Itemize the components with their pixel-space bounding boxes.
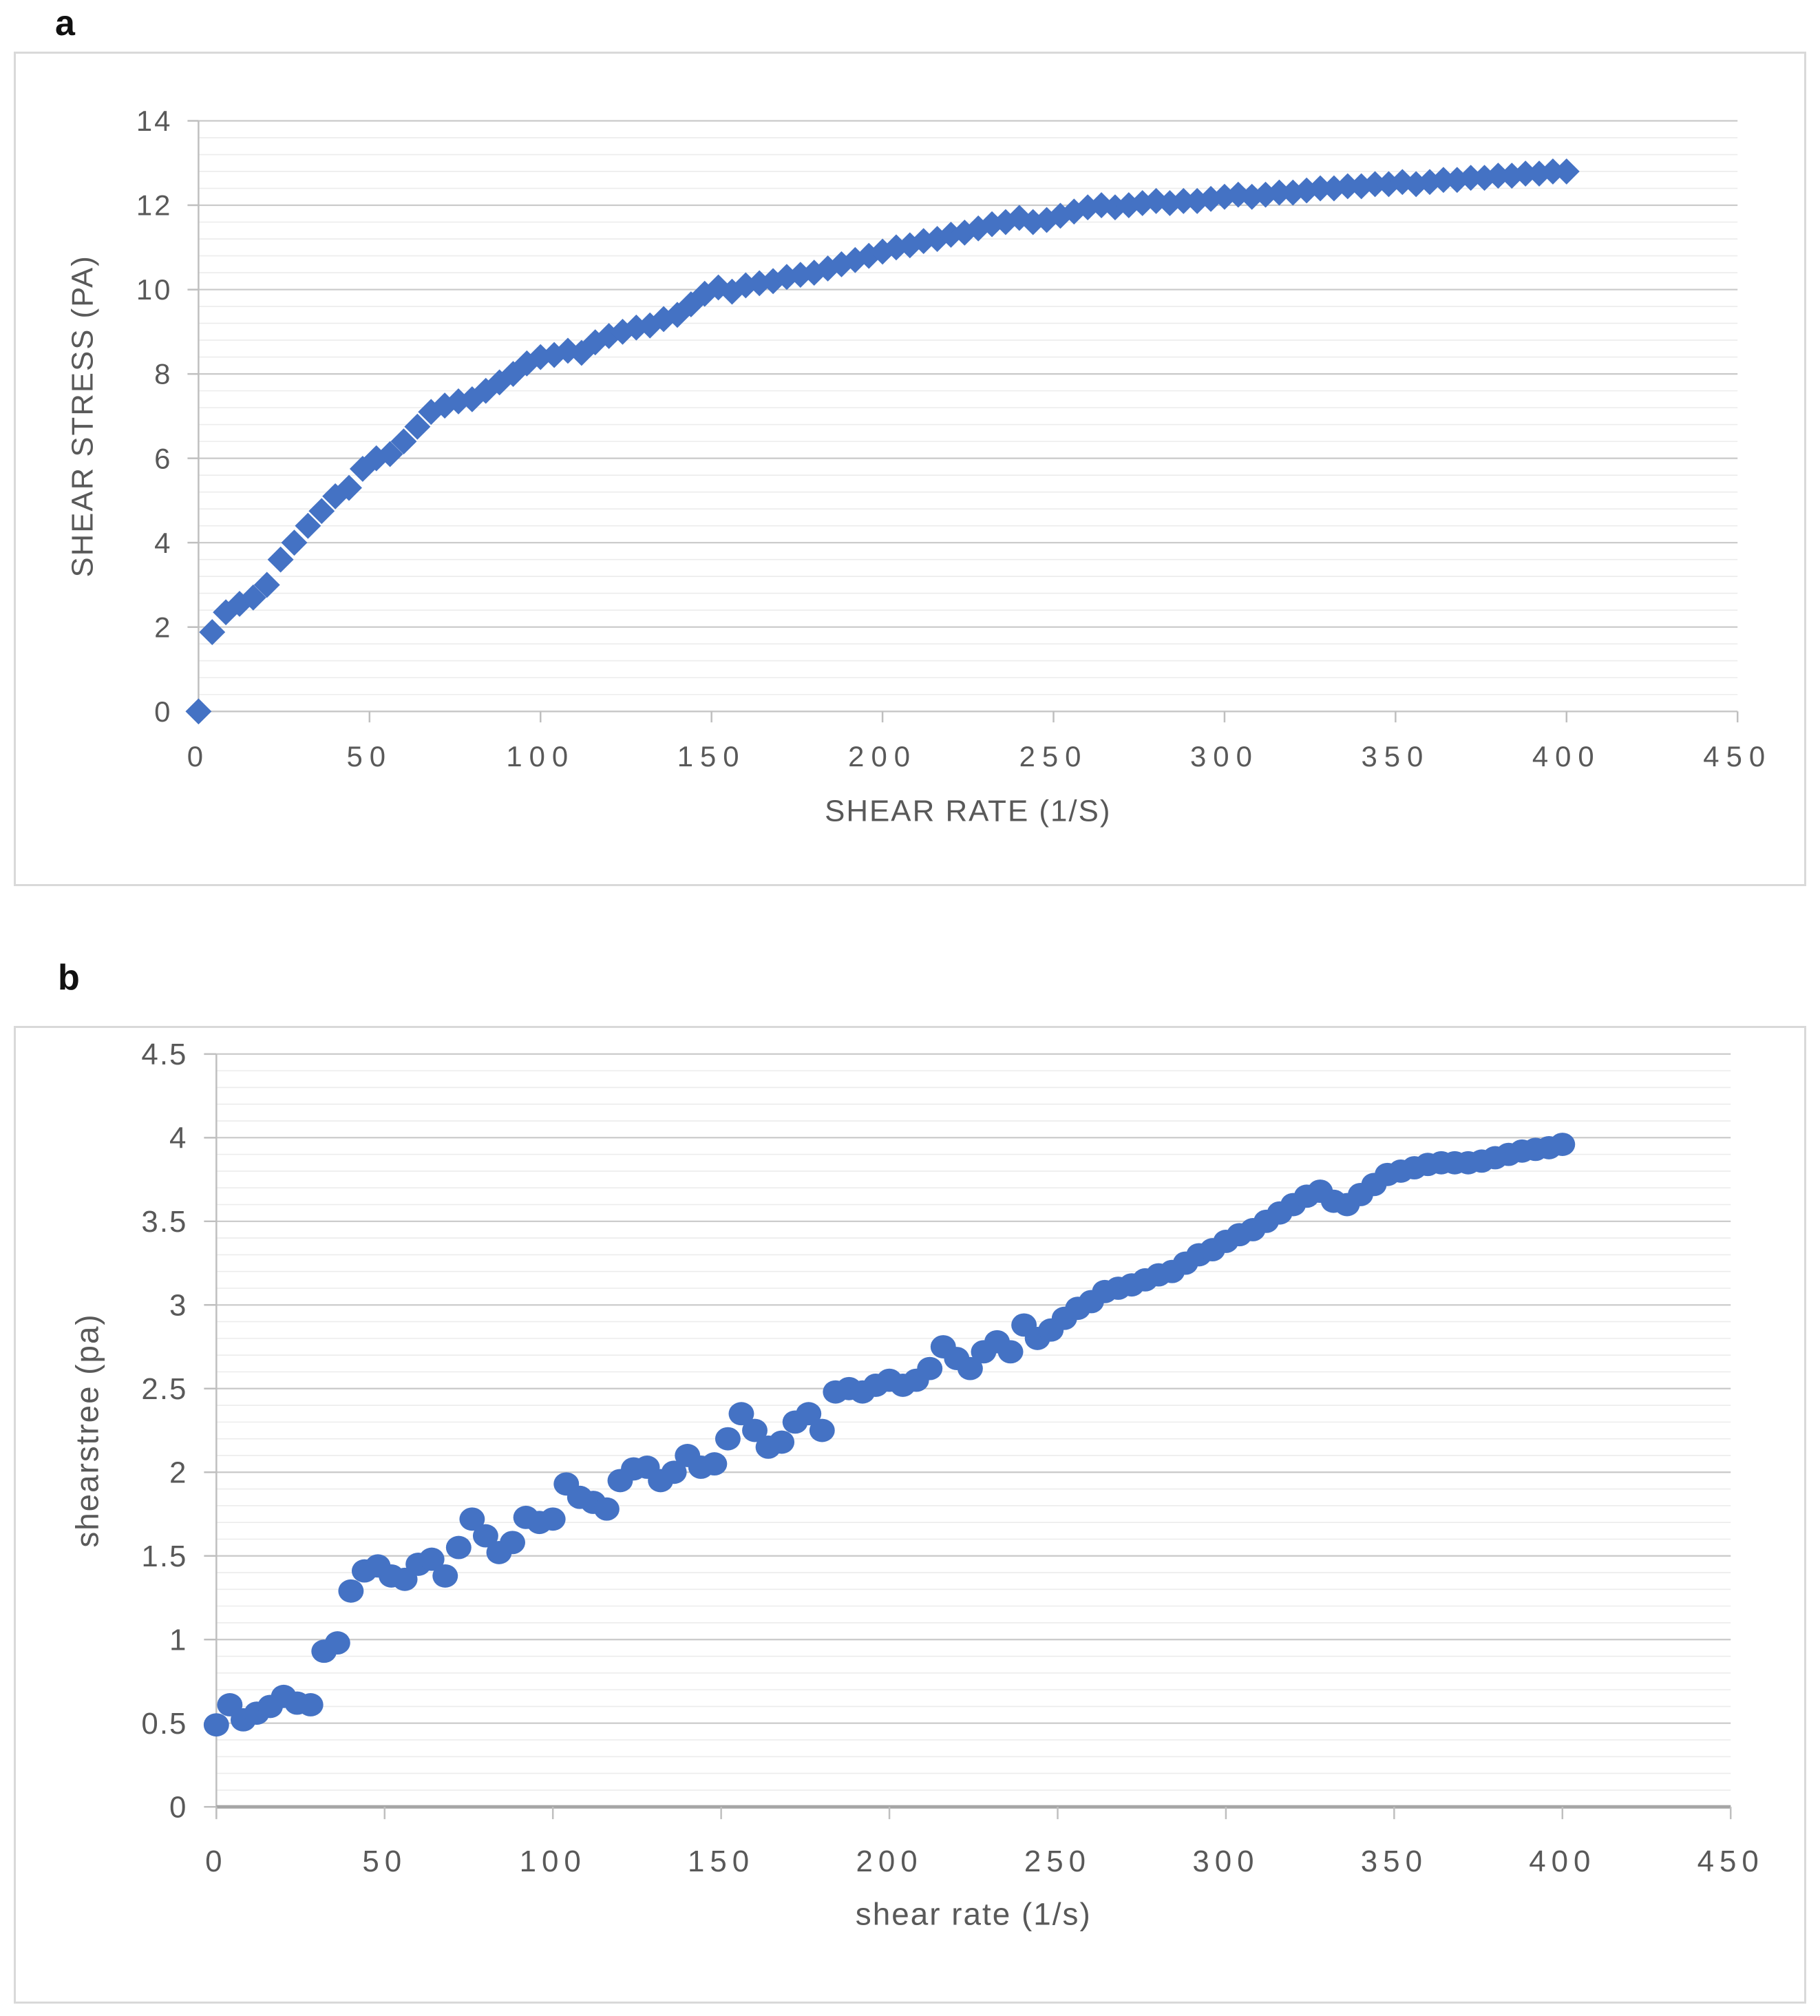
svg-text:0: 0	[169, 1791, 187, 1825]
svg-text:50: 50	[362, 1845, 407, 1878]
x-tick-labels: 0 50 100 150 200 250 300 350 400 450	[205, 1845, 1764, 1878]
major-gridlines	[198, 120, 1738, 628]
svg-text:450: 450	[1703, 740, 1772, 773]
chart-a-scatter: 0 2 4 6 8 10 12 14 0 50 100 150 200 250 300 350 400 450 SH…	[66, 105, 1772, 828]
svg-text:2: 2	[169, 1456, 187, 1490]
svg-text:350: 350	[1361, 1845, 1428, 1878]
svg-text:4: 4	[169, 1122, 187, 1155]
y-axis-title: shearstree (pa)	[70, 1313, 105, 1547]
svg-text:150: 150	[688, 1845, 754, 1878]
panel-label-a: a	[55, 3, 75, 43]
axis-titles: shear rate (1/s) shearstree (pa)	[70, 1313, 1092, 1932]
y-tick-labels: 0 0.5 1 1.5 2 2.5 3 3.5 4 4.5	[141, 1038, 187, 1825]
svg-text:250: 250	[1019, 740, 1088, 773]
svg-text:100: 100	[520, 1845, 586, 1878]
axes	[215, 1053, 1731, 1818]
svg-text:200: 200	[848, 740, 917, 773]
major-gridlines	[216, 1053, 1731, 1724]
svg-text:2: 2	[154, 611, 172, 643]
chart-b-scatter: 0 0.5 1 1.5 2 2.5 3 3.5 4 4.5 0 50 100 150 200 250 300 35…	[70, 1038, 1764, 1932]
svg-text:100: 100	[506, 740, 575, 773]
panel-label-b: b	[58, 958, 80, 998]
chart-panel-a: 0 2 4 6 8 10 12 14 0 50 100 150 200 250 300 350 400 450 SH…	[14, 52, 1806, 886]
svg-text:400: 400	[1529, 1845, 1596, 1878]
svg-text:350: 350	[1361, 740, 1430, 773]
svg-text:0.5: 0.5	[141, 1707, 187, 1741]
svg-text:1.5: 1.5	[141, 1540, 187, 1573]
svg-text:250: 250	[1024, 1845, 1091, 1878]
axes	[198, 120, 1738, 713]
svg-text:12: 12	[136, 189, 173, 222]
svg-text:8: 8	[154, 358, 172, 390]
svg-text:3.5: 3.5	[141, 1205, 187, 1239]
svg-text:0: 0	[154, 695, 172, 728]
svg-text:0: 0	[205, 1845, 227, 1878]
axis-ticks	[204, 1053, 1732, 1820]
svg-text:1: 1	[169, 1624, 187, 1657]
x-axis-title: shear rate (1/s)	[856, 1897, 1092, 1932]
x-tick-labels: 0 50 100 150 200 250 300 350 400 450	[187, 740, 1772, 773]
y-axis-title: SHEAR STRESS (PA)	[66, 255, 100, 577]
chart-panel-b: 0 0.5 1 1.5 2 2.5 3 3.5 4 4.5 0 50 100 150 200 250 300 35…	[14, 1026, 1806, 2004]
svg-text:400: 400	[1532, 740, 1601, 773]
y-tick-labels: 0 2 4 6 8 10 12 14	[136, 105, 173, 728]
svg-text:200: 200	[856, 1845, 922, 1878]
svg-text:2.5: 2.5	[141, 1372, 187, 1406]
svg-text:14: 14	[136, 105, 173, 137]
svg-text:10: 10	[136, 273, 173, 306]
data-points	[203, 1133, 1576, 1737]
axis-titles: SHEAR RATE (1/S) SHEAR STRESS (PA)	[66, 255, 1111, 828]
svg-text:4: 4	[154, 527, 172, 559]
svg-text:6: 6	[154, 442, 172, 474]
svg-text:4.5: 4.5	[141, 1038, 187, 1071]
svg-text:150: 150	[677, 740, 746, 773]
svg-text:300: 300	[1192, 1845, 1259, 1878]
svg-text:50: 50	[347, 740, 393, 773]
minor-gridlines	[198, 137, 1738, 695]
svg-text:450: 450	[1697, 1845, 1764, 1878]
x-axis-title: SHEAR RATE (1/S)	[825, 795, 1111, 828]
svg-text:3: 3	[169, 1289, 187, 1323]
svg-text:300: 300	[1190, 740, 1259, 773]
svg-text:0: 0	[187, 740, 210, 773]
minor-gridlines	[216, 1070, 1731, 1791]
